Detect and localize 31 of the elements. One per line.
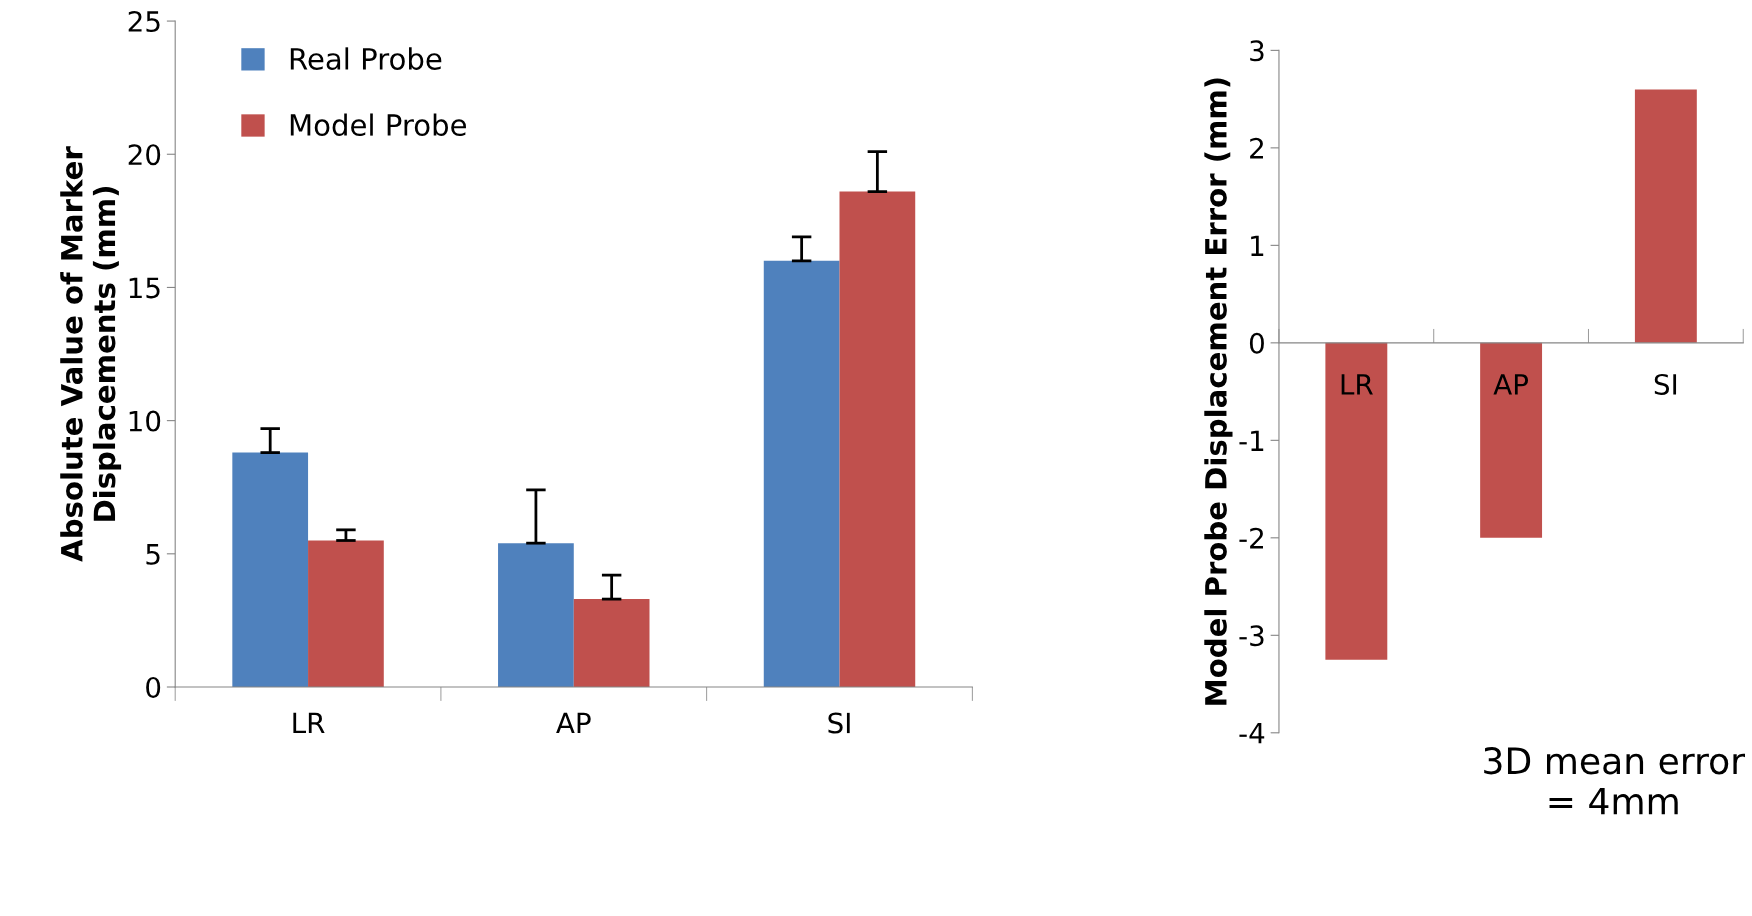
bar xyxy=(763,260,840,687)
y-axis-title: Absolute Value of Marker Displacements (mm) xyxy=(60,146,122,562)
bar xyxy=(498,543,574,687)
y-tick-label: 15 xyxy=(129,277,160,299)
x-tick-label: AP xyxy=(1493,374,1529,395)
y-tick-label: 10 xyxy=(129,410,161,432)
legend-label: Model Probe xyxy=(290,113,466,137)
y-tick-label: -4 xyxy=(1239,723,1265,744)
y-tick-label: 0 xyxy=(1249,332,1264,354)
bar xyxy=(573,599,650,687)
x-tick-label: AP xyxy=(556,712,591,734)
y-tick-label: 25 xyxy=(128,11,160,33)
bar xyxy=(232,452,309,687)
y-tick-label: -3 xyxy=(1239,625,1264,647)
text: 3D mean error = 4mm xyxy=(1484,747,1746,815)
y-tick-label: 2 xyxy=(1250,137,1263,159)
y-axis-title: Model Probe Displacement Error (mm) xyxy=(1204,78,1233,705)
x-tick-label: SI xyxy=(1654,373,1677,395)
x-tick-label: LR xyxy=(293,712,325,734)
y-tick-label: 3 xyxy=(1250,40,1264,62)
y-tick-label: 1 xyxy=(1251,235,1264,256)
y-tick-label: 20 xyxy=(128,144,161,166)
x-tick-label: SI xyxy=(828,712,850,734)
y-tick-label: -1 xyxy=(1239,430,1264,451)
y-tick-label: -2 xyxy=(1239,527,1263,549)
y-tick-label: 0 xyxy=(146,676,161,698)
x-tick-label: LR xyxy=(1341,374,1373,395)
legend-label: Real Probe xyxy=(290,47,442,70)
y-tick-label: 5 xyxy=(146,544,160,565)
bar xyxy=(839,191,916,687)
bar xyxy=(308,540,384,687)
